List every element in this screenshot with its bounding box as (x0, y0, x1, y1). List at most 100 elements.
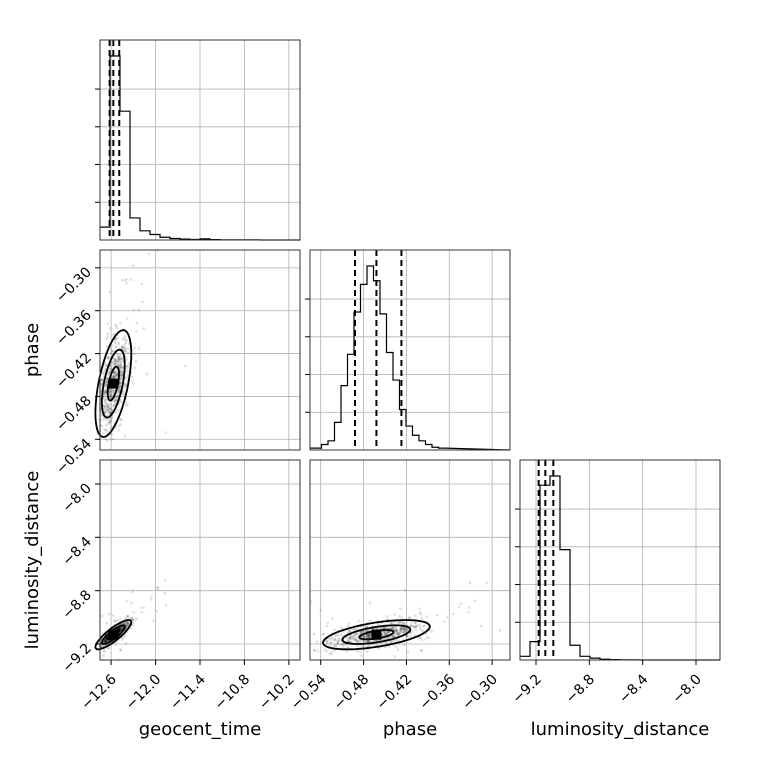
sample-point (117, 341, 121, 345)
sample-point (368, 633, 371, 636)
sample-point (122, 337, 126, 340)
sample-point (336, 639, 340, 643)
sample-point (119, 418, 123, 421)
sample-point (315, 640, 319, 644)
sample-point (104, 390, 108, 394)
sample-point (119, 627, 123, 631)
sample-point (119, 363, 123, 367)
sample-point (115, 362, 118, 365)
sample-point (385, 631, 388, 634)
sample-point (106, 413, 109, 417)
sample-point (115, 359, 119, 363)
sample-point (105, 407, 109, 411)
sample-point (112, 389, 115, 392)
sample-point (103, 369, 106, 373)
sample-point (155, 609, 159, 613)
sample-point (354, 632, 357, 636)
sample-point (104, 390, 108, 393)
sample-point (116, 363, 120, 367)
sample-point (398, 614, 401, 618)
sample-point (418, 636, 422, 640)
sample-point (123, 621, 126, 625)
sample-point (342, 644, 345, 648)
sample-point (107, 356, 110, 360)
sample-point (383, 626, 387, 630)
sample-point (362, 634, 366, 638)
sample-point (412, 625, 415, 629)
sample-point (380, 643, 383, 646)
sample-point (403, 588, 407, 592)
sample-point (420, 638, 424, 642)
sample-point (114, 363, 118, 367)
sample-point (115, 394, 119, 398)
sample-point (116, 373, 119, 376)
sample-point (119, 627, 123, 630)
sample-point (111, 376, 114, 380)
sample-point (106, 405, 110, 409)
sample-point (359, 630, 363, 634)
sample-point (109, 395, 112, 398)
sample-point (459, 602, 463, 606)
sample-point (105, 439, 109, 442)
density-panel-phase-luminosity_distance (309, 459, 511, 661)
sample-point (112, 374, 116, 378)
sample-point (117, 356, 121, 360)
sample-point (119, 423, 123, 426)
sample-point (356, 636, 359, 639)
sample-point (403, 627, 407, 631)
sample-point (108, 411, 112, 414)
sample-point (114, 345, 118, 349)
sample-point (116, 395, 119, 399)
sample-point (348, 636, 351, 640)
sample-point (106, 408, 109, 412)
sample-point (103, 390, 107, 394)
sample-point (367, 634, 371, 638)
x-axis-title-phase: phase (383, 719, 437, 740)
sample-point (116, 359, 119, 363)
sample-point (366, 633, 370, 637)
sample-point (121, 373, 124, 377)
sample-point (120, 357, 123, 361)
sample-point (123, 279, 127, 282)
y-axis-title-phase: phase (22, 323, 43, 377)
sample-point (106, 646, 110, 650)
sample-point (351, 636, 354, 640)
sample-point (118, 384, 122, 387)
sample-point (355, 632, 358, 636)
sample-point (410, 624, 414, 628)
sample-point (341, 642, 345, 646)
sample-point (420, 649, 423, 652)
sample-point (384, 633, 388, 636)
sample-point (348, 640, 351, 643)
hist-panel-geocent_time (95, 39, 301, 241)
sample-point (113, 373, 117, 376)
sample-point (393, 639, 397, 642)
sample-point (418, 627, 422, 631)
sample-point (117, 358, 120, 361)
sample-point (110, 391, 114, 394)
sample-point (105, 639, 108, 643)
sample-point (325, 640, 328, 644)
sample-point (103, 399, 107, 403)
sample-point (102, 404, 106, 408)
x-tick-label: −12.0 (123, 672, 165, 714)
sample-point (106, 357, 110, 360)
sample-point (108, 406, 112, 410)
sample-point (133, 346, 137, 350)
sample-point (125, 317, 129, 320)
sample-point (312, 649, 316, 652)
sample-point (108, 422, 112, 425)
sample-point (137, 347, 141, 350)
sample-point (324, 639, 328, 643)
sample-point (109, 403, 113, 406)
sample-point (101, 432, 105, 435)
sample-point (331, 617, 334, 620)
sample-point (400, 628, 404, 632)
sample-point (115, 398, 118, 402)
x-tick-label: −0.48 (331, 672, 373, 714)
sample-point (408, 616, 411, 619)
sample-point (115, 336, 119, 340)
sample-point (123, 335, 127, 338)
sample-point (399, 631, 403, 634)
sample-point (122, 621, 126, 625)
